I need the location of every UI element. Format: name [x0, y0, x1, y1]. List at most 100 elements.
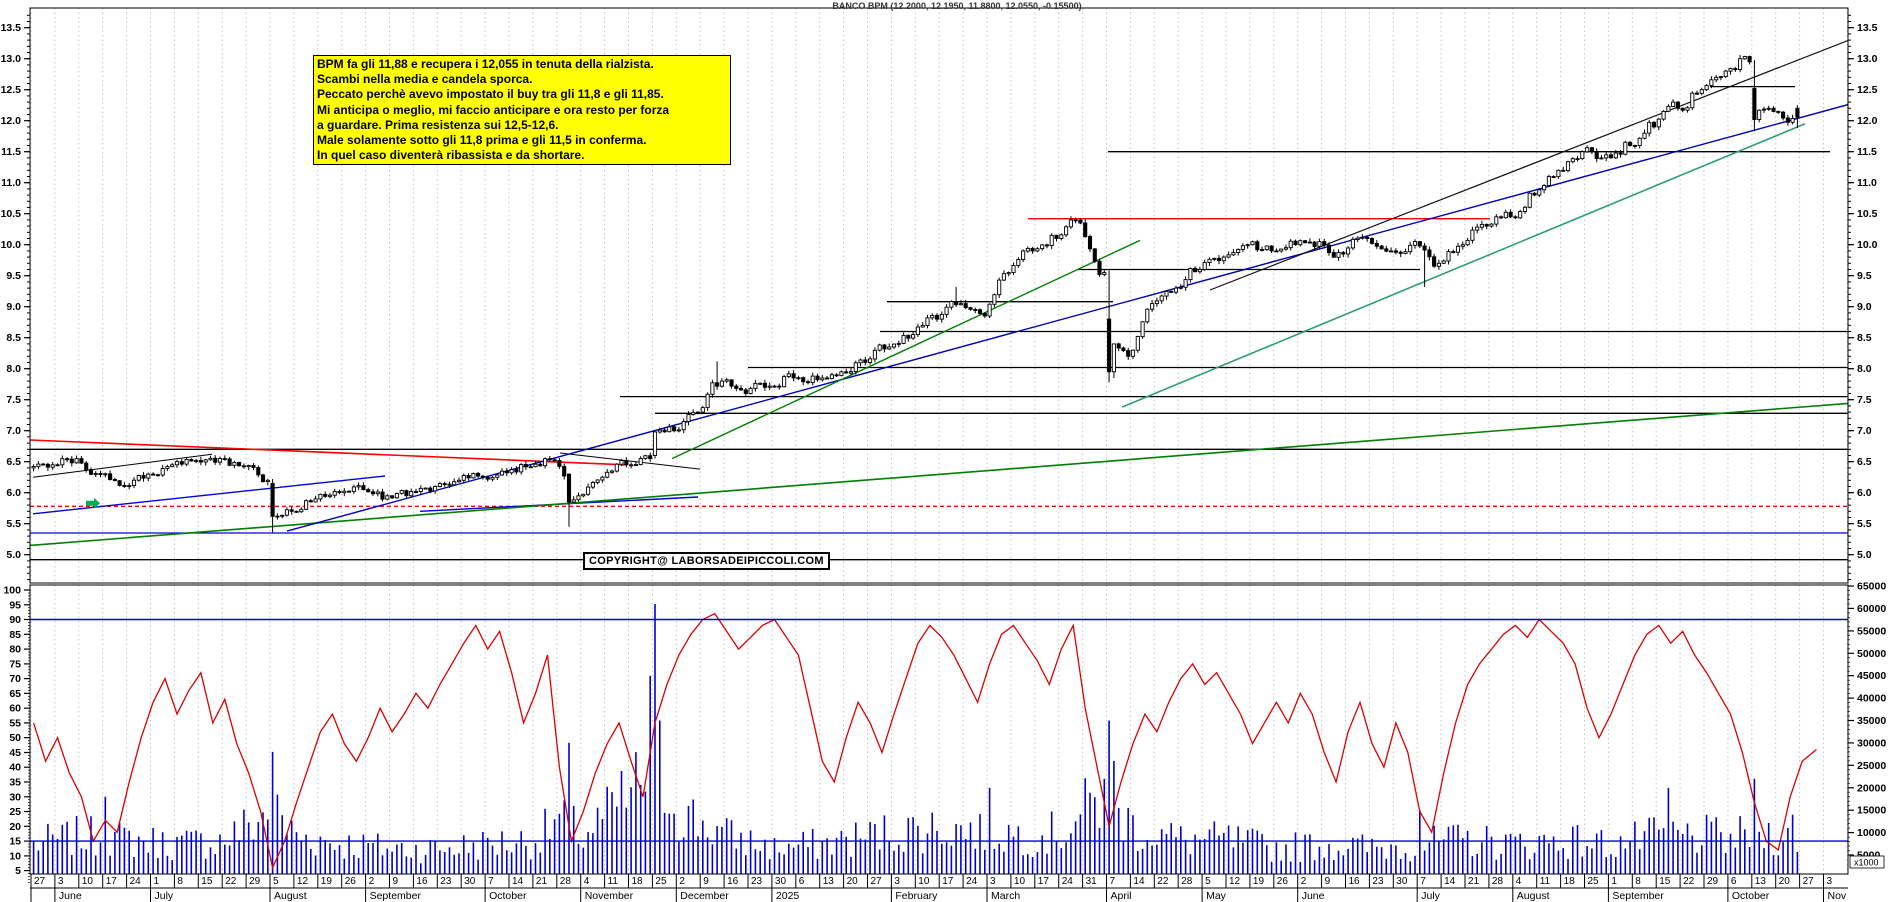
- candle: [1742, 56, 1747, 60]
- week-label: 5: [1205, 876, 1211, 887]
- candle: [74, 458, 79, 464]
- candle: [1025, 247, 1030, 252]
- week-label: 16: [727, 876, 739, 887]
- candle: [1651, 121, 1657, 128]
- candle: [1040, 244, 1045, 250]
- candle: [1738, 58, 1743, 70]
- candle: [1475, 226, 1480, 231]
- candle: [237, 462, 242, 467]
- month-label: April: [1111, 890, 1132, 902]
- candle: [1575, 158, 1580, 161]
- candle: [543, 458, 548, 467]
- candle: [1154, 300, 1159, 305]
- candle: [1666, 105, 1671, 112]
- week-label: 29: [249, 876, 261, 887]
- price-tick-label-left: 13.5: [1, 22, 22, 34]
- candle: [165, 466, 170, 469]
- candle: [748, 387, 753, 394]
- candle: [1145, 308, 1150, 323]
- week-label: 24: [966, 876, 978, 887]
- week-label: 26: [345, 876, 357, 887]
- candle: [1183, 279, 1188, 288]
- candle: [471, 472, 476, 479]
- month-label: August: [274, 890, 307, 902]
- candle: [1594, 151, 1599, 159]
- candle: [848, 371, 854, 374]
- candle: [141, 475, 146, 479]
- candle: [609, 470, 615, 473]
- candle: [151, 473, 156, 476]
- candle: [55, 464, 60, 467]
- candle: [409, 491, 414, 497]
- candle: [538, 463, 543, 467]
- candle: [1064, 226, 1069, 236]
- candle: [844, 371, 849, 374]
- candle: [1728, 68, 1733, 72]
- candle: [1561, 169, 1566, 172]
- candle: [1336, 252, 1341, 258]
- week-label: 22: [1683, 876, 1695, 887]
- candle: [1303, 240, 1308, 244]
- candle: [1795, 107, 1800, 118]
- month-label: October: [1732, 890, 1770, 902]
- candle: [782, 376, 787, 388]
- candle: [361, 485, 366, 491]
- candle: [1542, 185, 1547, 191]
- trendline: [32, 475, 386, 515]
- candle: [1766, 107, 1771, 110]
- week-label: 16: [1349, 876, 1361, 887]
- candle: [968, 307, 973, 310]
- candle: [1776, 110, 1781, 113]
- price-tick-label-right: 13.0: [1857, 53, 1878, 65]
- candle: [1341, 252, 1346, 255]
- week-label: 23: [440, 876, 452, 887]
- oscillator-tick-label: 60: [9, 703, 21, 715]
- candle: [1346, 247, 1351, 255]
- week-label: 9: [703, 876, 709, 887]
- candle: [1446, 251, 1451, 262]
- oscillator-tick-label: 25: [9, 806, 21, 818]
- candle: [810, 375, 815, 384]
- week-label: 22: [225, 876, 237, 887]
- candle: [1236, 248, 1241, 253]
- price-tick-label-right: 8.5: [1857, 332, 1872, 344]
- candle: [117, 480, 122, 486]
- week-label: 7: [1420, 876, 1426, 887]
- candle: [1197, 269, 1202, 273]
- candle: [1317, 241, 1322, 247]
- buy-arrow-marker: [86, 497, 100, 509]
- candle: [1255, 241, 1260, 251]
- candle: [437, 483, 442, 487]
- candle: [1671, 101, 1676, 107]
- price-tick-label-right: 12.5: [1857, 84, 1878, 96]
- candle: [284, 509, 289, 516]
- candle: [1757, 109, 1762, 120]
- candle: [514, 469, 519, 473]
- candle: [695, 411, 701, 414]
- candle: [977, 309, 983, 314]
- candle: [863, 359, 868, 363]
- price-tick-label-right: 9.0: [1857, 301, 1872, 313]
- candle: [1111, 343, 1116, 373]
- candle: [1432, 256, 1437, 267]
- candle: [643, 455, 648, 459]
- candle: [896, 342, 901, 345]
- candle: [1260, 249, 1265, 252]
- price-tick-label-right: 12.0: [1857, 115, 1878, 127]
- candle: [533, 463, 538, 468]
- trendlines: [30, 39, 1848, 547]
- week-label: 19: [1253, 876, 1265, 887]
- candle: [758, 382, 763, 385]
- candle: [1030, 247, 1035, 252]
- candle: [1637, 137, 1642, 146]
- candle: [1503, 211, 1508, 219]
- candle: [743, 389, 748, 394]
- month-label: July: [155, 890, 174, 902]
- price-tick-label-right: 6.5: [1857, 456, 1872, 468]
- candle: [1618, 152, 1623, 155]
- week-label: 30: [775, 876, 787, 887]
- candle: [901, 334, 906, 344]
- candle: [1006, 272, 1011, 275]
- candle: [1188, 267, 1193, 281]
